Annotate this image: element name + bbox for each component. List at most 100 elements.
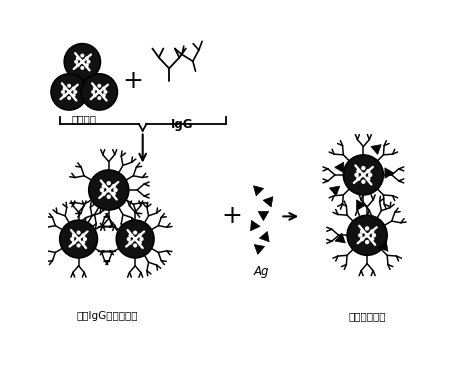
Circle shape [61,90,65,94]
Circle shape [128,241,133,245]
Circle shape [76,231,81,235]
Circle shape [101,192,106,196]
Circle shape [85,56,89,60]
Circle shape [116,220,154,258]
Circle shape [72,241,76,245]
Circle shape [361,179,365,184]
Circle shape [360,230,365,234]
Circle shape [83,237,87,241]
Circle shape [107,188,111,192]
Circle shape [76,63,80,67]
Polygon shape [385,168,394,178]
Polygon shape [329,186,340,196]
Text: 葡萄球菌凝集: 葡萄球菌凝集 [348,311,386,321]
Circle shape [366,176,371,181]
Polygon shape [258,212,269,220]
Circle shape [60,220,98,258]
Circle shape [72,233,76,238]
Polygon shape [378,241,388,251]
Circle shape [368,173,373,177]
Circle shape [138,241,142,245]
Circle shape [85,63,89,67]
Circle shape [76,237,81,241]
Circle shape [356,169,361,173]
Text: 结合IgG的葡萄球菌: 结合IgG的葡萄球菌 [76,311,137,321]
Circle shape [107,181,111,185]
Circle shape [138,233,142,238]
Circle shape [74,60,78,64]
Circle shape [365,226,369,231]
Circle shape [76,244,81,247]
Circle shape [51,74,87,110]
Circle shape [102,87,106,90]
Circle shape [97,84,101,88]
Circle shape [93,87,97,90]
Circle shape [97,90,101,94]
Circle shape [365,233,369,238]
Circle shape [355,173,359,177]
Circle shape [111,192,116,196]
Circle shape [73,90,77,94]
Circle shape [356,176,361,181]
Polygon shape [251,220,260,231]
Circle shape [128,233,133,238]
Polygon shape [356,200,365,210]
Circle shape [139,237,144,241]
Circle shape [87,60,91,64]
Circle shape [370,230,374,234]
Circle shape [93,93,97,97]
Circle shape [67,90,71,94]
Circle shape [361,166,365,170]
Circle shape [81,60,84,64]
Circle shape [365,240,369,244]
Circle shape [370,237,374,241]
Text: +: + [221,204,242,228]
Polygon shape [259,231,269,242]
Circle shape [89,170,129,210]
Text: +: + [123,69,144,93]
Circle shape [91,90,95,94]
Circle shape [81,241,85,245]
Circle shape [111,184,116,188]
Circle shape [81,66,84,70]
Circle shape [358,233,363,238]
Polygon shape [335,233,346,243]
Circle shape [72,93,76,97]
Circle shape [347,215,387,255]
Polygon shape [254,245,264,255]
Circle shape [76,56,80,60]
Circle shape [127,237,131,241]
Circle shape [67,96,71,100]
Circle shape [81,74,118,110]
Circle shape [366,169,371,173]
Text: IgG: IgG [171,118,193,131]
Circle shape [107,195,111,199]
Polygon shape [371,145,381,154]
Circle shape [113,188,118,192]
Circle shape [70,237,74,241]
Circle shape [133,244,137,247]
Circle shape [360,237,365,241]
Polygon shape [335,162,344,173]
Circle shape [64,44,100,80]
Circle shape [63,93,67,97]
Circle shape [102,93,106,97]
Circle shape [372,233,376,238]
Circle shape [97,96,101,100]
Circle shape [133,237,137,241]
Circle shape [63,87,67,90]
Circle shape [133,231,137,235]
Circle shape [101,184,106,188]
Circle shape [361,173,365,177]
Circle shape [67,84,71,88]
Circle shape [72,87,76,90]
Circle shape [343,155,383,195]
Circle shape [81,233,85,238]
Polygon shape [254,186,264,196]
Circle shape [81,54,84,57]
Polygon shape [263,197,273,207]
Text: 葡萄球菌: 葡萄球菌 [72,114,97,125]
Circle shape [100,188,104,192]
Text: Ag: Ag [254,266,269,279]
Circle shape [103,90,108,94]
